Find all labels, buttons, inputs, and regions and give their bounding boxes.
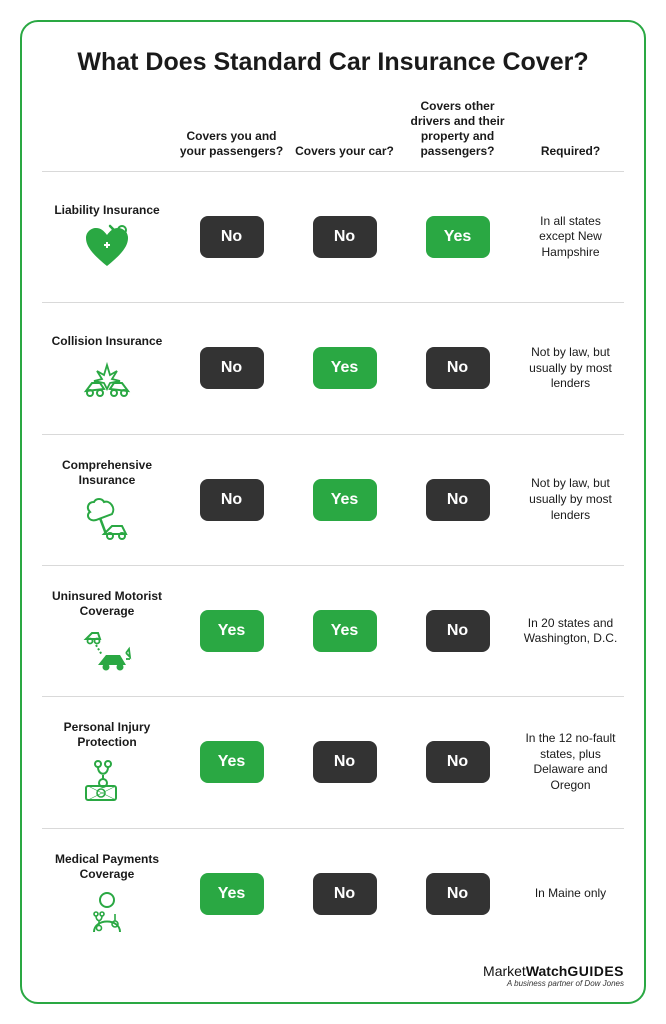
brand-tagline: A business partner of Dow Jones: [42, 979, 624, 988]
table-row: Liability Insurance No No Yes In all states …: [42, 171, 624, 302]
required-cell: Not by law, but usually by most lenders: [517, 476, 624, 523]
table-row: Comprehensive Insurance No Yes No Not by law…: [42, 434, 624, 565]
no-pill: No: [200, 216, 264, 258]
pill-cell: Yes: [178, 610, 285, 652]
table-header: Covers you and your passengers? Covers y…: [42, 99, 624, 171]
page-title: What Does Standard Car Insurance Cover?: [42, 48, 624, 77]
yes-pill: Yes: [426, 216, 490, 258]
no-pill: No: [313, 873, 377, 915]
pip-icon: [82, 756, 132, 804]
pill-cell: No: [404, 873, 511, 915]
row-label-cell: Uninsured Motorist Coverage: [42, 589, 172, 673]
row-label: Liability Insurance: [54, 203, 159, 218]
table-body: Liability Insurance No No Yes In all states …: [42, 171, 624, 959]
heart-wrench-icon: [82, 224, 132, 272]
yes-pill: Yes: [313, 610, 377, 652]
pill-cell: Yes: [291, 347, 398, 389]
row-label: Personal Injury Protection: [42, 720, 172, 750]
pill-cell: No: [404, 610, 511, 652]
no-pill: No: [313, 216, 377, 258]
no-pill: No: [200, 347, 264, 389]
yes-pill: Yes: [313, 347, 377, 389]
pill-cell: No: [404, 479, 511, 521]
no-pill: No: [426, 347, 490, 389]
row-label-cell: Personal Injury Protection: [42, 720, 172, 804]
required-cell: In all states except New Hampshire: [517, 214, 624, 261]
table-row: Personal Injury Protection Yes No No In the …: [42, 696, 624, 827]
row-label: Medical Payments Coverage: [42, 852, 172, 882]
yes-pill: Yes: [200, 741, 264, 783]
yes-pill: Yes: [200, 610, 264, 652]
no-pill: No: [426, 741, 490, 783]
row-label: Comprehensive Insurance: [42, 458, 172, 488]
footer: MarketWatchGUIDES A business partner of …: [42, 959, 624, 988]
no-pill: No: [200, 479, 264, 521]
infographic-card: What Does Standard Car Insurance Cover? …: [20, 20, 646, 1004]
medpay-icon: [82, 888, 132, 936]
pill-cell: Yes: [178, 741, 285, 783]
no-pill: No: [426, 610, 490, 652]
col-header: Covers your car?: [291, 144, 398, 159]
pill-cell: No: [291, 741, 398, 783]
no-pill: No: [313, 741, 377, 783]
pill-cell: Yes: [291, 610, 398, 652]
required-cell: In Maine only: [517, 886, 624, 902]
pill-cell: No: [178, 347, 285, 389]
col-header: Required?: [517, 144, 624, 159]
pill-cell: No: [291, 216, 398, 258]
table-row: Uninsured Motorist Coverage Yes Yes No In 20…: [42, 565, 624, 696]
col-header: Covers you and your passengers?: [178, 129, 285, 159]
yes-pill: Yes: [200, 873, 264, 915]
row-label-cell: Liability Insurance: [42, 203, 172, 272]
row-label-cell: Medical Payments Coverage: [42, 852, 172, 936]
no-pill: No: [426, 479, 490, 521]
pill-cell: No: [404, 347, 511, 389]
yes-pill: Yes: [313, 479, 377, 521]
required-cell: Not by law, but usually by most lenders: [517, 345, 624, 392]
col-header: Covers other drivers and their property …: [404, 99, 511, 159]
required-cell: In the 12 no-fault states, plus Delaware…: [517, 731, 624, 793]
uninsured-icon: [82, 625, 132, 673]
collision-icon: [82, 355, 132, 403]
pill-cell: Yes: [291, 479, 398, 521]
required-cell: In 20 states and Washington, D.C.: [517, 616, 624, 647]
pill-cell: Yes: [178, 873, 285, 915]
pill-cell: No: [291, 873, 398, 915]
no-pill: No: [426, 873, 490, 915]
pill-cell: No: [178, 479, 285, 521]
table-row: Medical Payments Coverage Yes No No In Maine…: [42, 828, 624, 959]
row-label: Collision Insurance: [52, 334, 163, 349]
pill-cell: No: [404, 741, 511, 783]
table-row: Collision Insurance No Yes No Not by law, bu…: [42, 302, 624, 433]
row-label: Uninsured Motorist Coverage: [42, 589, 172, 619]
tree-car-icon: [82, 494, 132, 542]
brand-logo: MarketWatchGUIDES: [42, 963, 624, 979]
row-label-cell: Collision Insurance: [42, 334, 172, 403]
row-label-cell: Comprehensive Insurance: [42, 458, 172, 542]
pill-cell: Yes: [404, 216, 511, 258]
pill-cell: No: [178, 216, 285, 258]
